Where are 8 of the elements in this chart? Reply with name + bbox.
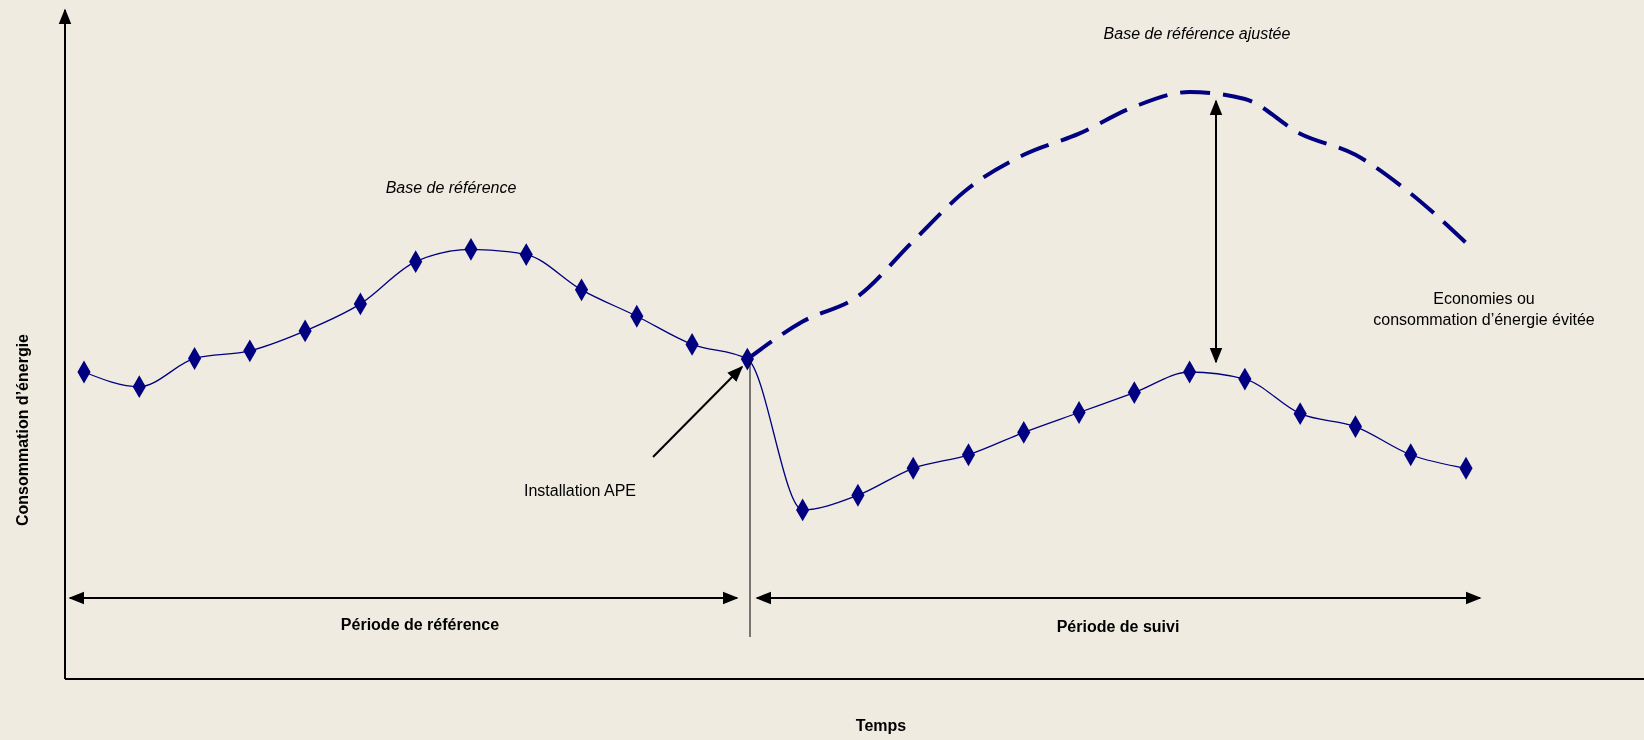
annotation: Base de référence — [385, 179, 517, 196]
annotation: Installation APE — [523, 482, 637, 499]
text: Base de référence ajustée — [1103, 25, 1291, 42]
annotation: Période de référence — [340, 616, 500, 633]
annotation: Economies ou consommation d’énergie évitée — [1373, 290, 1595, 328]
y-axis-title: Consommation d’énergie — [14, 333, 31, 527]
annotation: Période de suivi — [1056, 618, 1180, 635]
x-axis-title: Temps — [855, 717, 907, 734]
